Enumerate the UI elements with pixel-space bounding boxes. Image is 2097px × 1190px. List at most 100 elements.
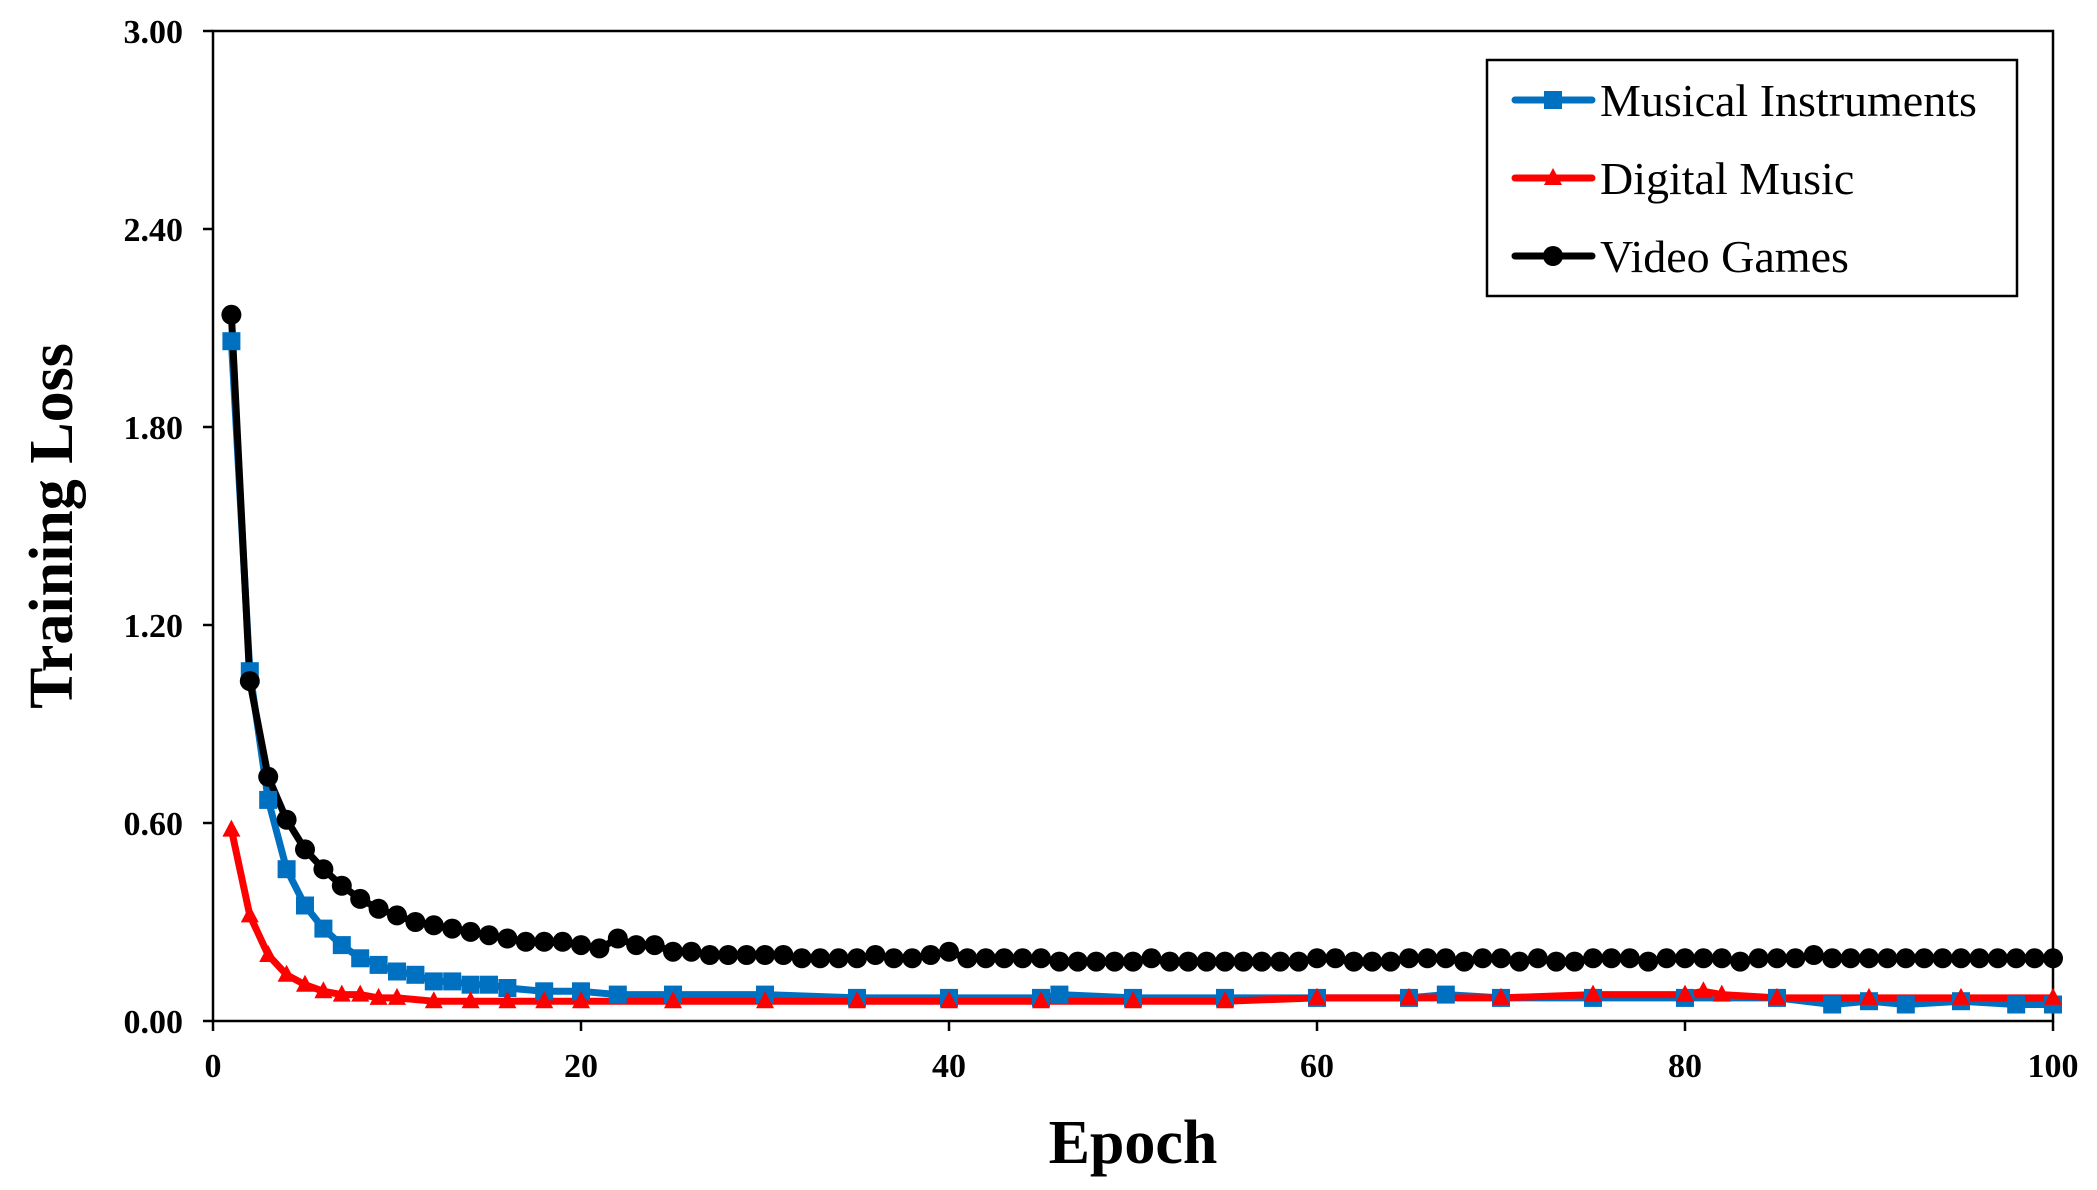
data-point-video-games — [865, 945, 886, 965]
data-point-video-games — [1711, 948, 1732, 969]
data-point-video-games — [571, 935, 591, 956]
data-point-video-games — [2024, 948, 2045, 969]
data-point-video-games — [1049, 951, 1070, 972]
data-point-video-games — [1546, 951, 1567, 972]
y-tick-label: 0.60 — [124, 806, 184, 843]
data-point-video-games — [295, 839, 315, 860]
data-point-video-games — [368, 898, 389, 919]
data-point-video-games — [1067, 951, 1088, 972]
x-tick-label: 20 — [564, 1048, 598, 1085]
data-point-video-games — [736, 945, 757, 965]
data-point-video-games — [699, 945, 720, 965]
data-point-video-games — [552, 931, 573, 952]
data-point-video-games — [239, 671, 260, 692]
data-point-video-games — [663, 941, 683, 962]
data-point-video-games — [405, 912, 426, 932]
data-point-video-games — [1012, 948, 1033, 969]
data-point-video-games — [1932, 948, 1953, 969]
data-point-musical-instruments — [332, 936, 351, 955]
data-point-digital-music — [1694, 981, 1713, 999]
data-point-digital-music — [369, 987, 388, 1005]
data-point-video-games — [1859, 948, 1879, 969]
data-point-musical-instruments — [406, 965, 425, 984]
data-point-video-games — [1840, 948, 1861, 969]
y-axis-title: Training Loss — [18, 343, 86, 709]
data-point-digital-music — [1216, 991, 1234, 1009]
legend-entries: Musical Instruments Digital Music Video Ga… — [1511, 75, 1977, 282]
data-point-video-games — [515, 931, 536, 952]
data-point-musical-instruments — [369, 955, 388, 974]
data-point-digital-music — [314, 981, 333, 999]
data-point-video-games — [1822, 948, 1843, 969]
data-point-musical-instruments — [388, 962, 406, 981]
legend-marker-video-games — [1543, 246, 1563, 266]
x-tick-label: 80 — [1668, 1048, 1702, 1085]
data-point-video-games — [718, 945, 739, 965]
data-point-video-games — [755, 945, 775, 965]
data-point-digital-music — [535, 991, 554, 1009]
data-point-digital-music — [240, 905, 259, 923]
data-point-video-games — [1380, 951, 1401, 972]
data-point-video-games — [1969, 948, 1990, 969]
data-point-digital-music — [940, 991, 958, 1009]
plot-area-border — [211, 29, 2055, 1023]
series-markers-group — [221, 304, 2063, 1014]
data-point-video-games — [1031, 948, 1051, 969]
data-point-digital-music — [664, 991, 682, 1009]
data-point-video-games — [1895, 948, 1916, 969]
data-point-video-games — [423, 915, 444, 936]
data-point-video-games — [939, 941, 959, 962]
data-point-digital-music — [222, 819, 241, 837]
data-point-video-games — [497, 928, 518, 949]
data-point-video-games — [1270, 951, 1291, 972]
data-point-video-games — [1086, 951, 1107, 972]
data-point-video-games — [1215, 951, 1235, 972]
data-point-video-games — [920, 945, 941, 965]
data-point-video-games — [1619, 948, 1640, 969]
data-point-video-games — [1454, 951, 1475, 972]
data-point-video-games — [1767, 948, 1787, 969]
data-point-video-games — [387, 905, 407, 926]
data-point-digital-music — [572, 991, 590, 1009]
data-point-video-games — [902, 948, 923, 969]
data-point-digital-music — [388, 987, 406, 1005]
data-point-digital-music — [848, 991, 866, 1009]
data-point-video-games — [626, 935, 647, 956]
data-point-video-games — [442, 918, 463, 939]
data-point-video-games — [828, 948, 849, 969]
data-point-video-games — [258, 766, 279, 787]
data-point-video-games — [589, 938, 610, 959]
data-point-digital-music — [1952, 987, 1970, 1005]
data-point-digital-music — [424, 991, 443, 1009]
data-point-video-games — [1288, 951, 1309, 972]
data-point-video-games — [1399, 948, 1419, 969]
data-point-video-games — [1362, 951, 1383, 972]
data-point-digital-music — [351, 984, 370, 1002]
data-point-musical-instruments — [2007, 995, 2026, 1014]
data-point-video-games — [1141, 948, 1162, 969]
data-point-digital-music — [1584, 984, 1602, 1002]
data-point-video-games — [847, 948, 867, 969]
data-point-video-games — [994, 948, 1015, 969]
x-tick-label: 100 — [2028, 1048, 2079, 1085]
y-tick-label: 1.20 — [124, 608, 184, 645]
data-point-video-games — [1877, 948, 1898, 969]
data-point-video-games — [1104, 951, 1125, 972]
x-tick-label: 40 — [932, 1048, 966, 1085]
data-point-digital-music — [1032, 991, 1050, 1009]
data-point-video-games — [460, 921, 481, 942]
data-point-video-games — [957, 948, 978, 969]
data-point-video-games — [1951, 948, 1971, 969]
data-point-video-games — [1748, 948, 1769, 969]
data-point-video-games — [1583, 948, 1603, 969]
data-point-digital-music — [1492, 987, 1510, 1005]
data-point-musical-instruments — [480, 975, 498, 994]
data-point-video-games — [276, 809, 297, 830]
data-point-video-games — [1656, 948, 1677, 969]
data-point-video-games — [1527, 948, 1548, 969]
data-point-digital-music — [1124, 991, 1142, 1009]
data-point-musical-instruments — [443, 972, 462, 991]
data-point-video-games — [479, 925, 499, 946]
data-point-video-games — [791, 948, 812, 969]
data-point-video-games — [1803, 945, 1824, 965]
